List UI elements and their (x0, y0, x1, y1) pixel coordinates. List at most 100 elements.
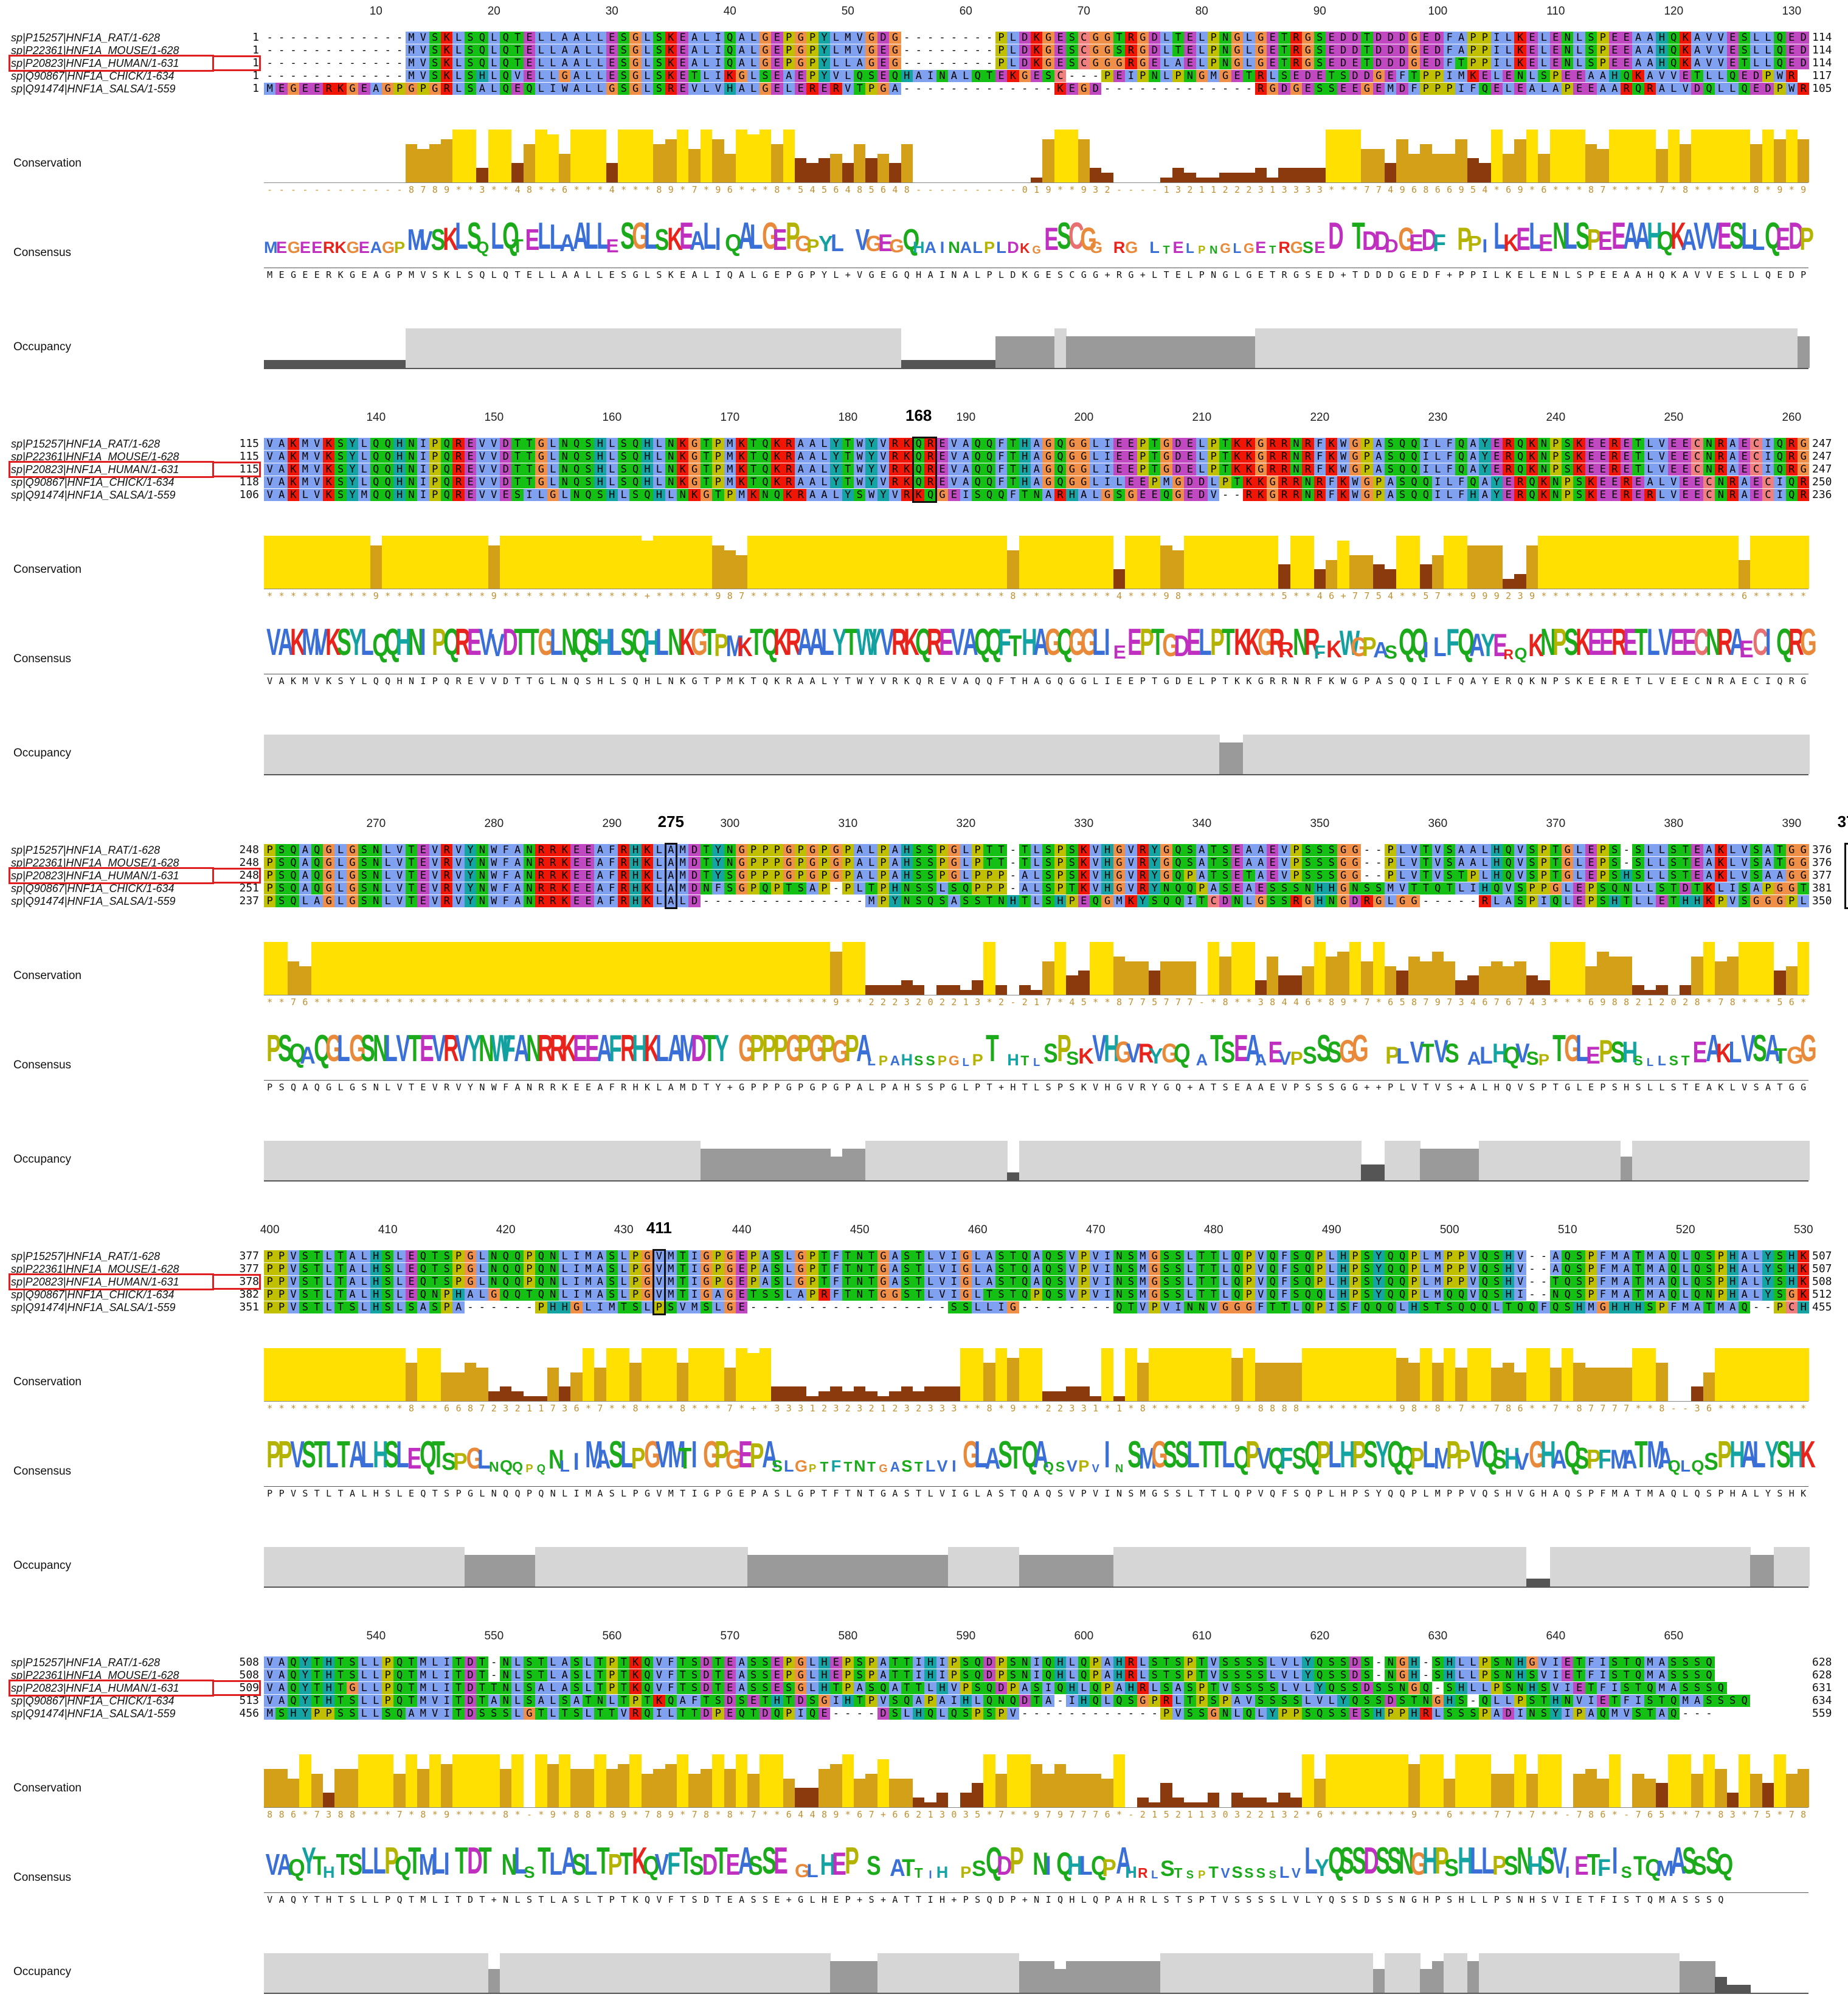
conservation-score: 3 (476, 184, 488, 195)
consensus-logo-letter: A (1635, 218, 1642, 255)
residue: A (913, 70, 924, 82)
residue: D (1337, 32, 1349, 44)
residue: S (1314, 57, 1326, 69)
consensus-residue: M (406, 269, 417, 280)
residue: E (1680, 70, 1691, 82)
residue: - (299, 32, 311, 44)
residue: G (889, 44, 901, 57)
conservation-score: - (1125, 184, 1137, 195)
residue: E (1550, 32, 1562, 44)
consensus-logo-letter: H (1647, 218, 1653, 255)
residue: S (465, 57, 476, 69)
conservation-score: 8 (429, 184, 441, 195)
sequence-name[interactable]: sp|Q91474|HNF1A_SALSA/1-559 (11, 83, 212, 95)
occupancy-label: Occupancy (13, 341, 71, 354)
conservation-bar (665, 139, 677, 182)
residue: - (1031, 83, 1042, 95)
occupancy-bar (1042, 336, 1054, 368)
residue: T (1739, 57, 1750, 69)
occupancy-bar (1727, 328, 1739, 368)
residue: L (1538, 83, 1549, 95)
residue: A (570, 44, 582, 57)
residue: G (1090, 44, 1101, 57)
consensus-label: Consensus (13, 246, 71, 260)
residue: S (429, 57, 441, 69)
residue: C (1054, 70, 1066, 82)
consensus-residue: N (948, 269, 960, 280)
residue: D (1798, 44, 1809, 57)
residue: E (1479, 70, 1490, 82)
residue: L (1668, 83, 1680, 95)
occupancy-bar (842, 328, 854, 368)
residue: G (1090, 57, 1101, 69)
consensus-residue: E (1314, 269, 1326, 280)
consensus-residue: G (760, 269, 771, 280)
residue: L (452, 70, 464, 82)
residue: V (311, 438, 323, 450)
consensus-logo-letter: M (264, 239, 275, 255)
occupancy-track (264, 316, 1808, 368)
residue: - (960, 44, 972, 57)
residue: S (618, 83, 629, 95)
conservation-score: 4 (1385, 184, 1396, 195)
residue: K (1054, 83, 1066, 95)
residue: M (406, 44, 417, 57)
conservation-score: 9 (441, 184, 452, 195)
consensus-residue: D (1007, 269, 1019, 280)
occupancy-bar (1219, 336, 1231, 368)
residue: G (1042, 57, 1054, 69)
occupancy-bar (570, 328, 583, 368)
consensus-logo-letter: T (1352, 218, 1358, 255)
conservation-score: + (547, 184, 559, 195)
sequence-name[interactable]: sp|Q90867|HNF1A_CHICK/1-634 (11, 70, 212, 82)
residue: T (983, 70, 995, 82)
sequence-name[interactable]: sp|P22361|HNF1A_MOUSE/1-628 (11, 44, 212, 57)
residue: G (760, 44, 771, 57)
residue: L (1007, 44, 1019, 57)
residue: L (642, 70, 653, 82)
residue: - (299, 70, 311, 82)
consensus-logo-letter: L (1231, 241, 1243, 255)
residue: Q (972, 70, 983, 82)
residue: - (936, 44, 948, 57)
consensus-logo-letter: L (1564, 218, 1571, 255)
residue: - (275, 57, 287, 69)
consensus-logo-letter: S (1302, 239, 1313, 255)
residue: T (1278, 32, 1290, 44)
consensus-residue: L (583, 269, 594, 280)
occupancy-bar (606, 328, 618, 368)
sequence-name[interactable]: sp|P15257|HNF1A_RAT/1-628 (11, 438, 212, 450)
residue: E (1727, 32, 1739, 44)
residue: D (1432, 32, 1444, 44)
consensus-logo-letter: K (1503, 231, 1514, 255)
occupancy-bar (1101, 336, 1113, 368)
residue: M (1455, 70, 1467, 82)
occupancy-bar (465, 328, 477, 368)
consensus-logo-letter: S (620, 218, 627, 255)
residue: P (1774, 83, 1785, 95)
conservation-bar (688, 149, 700, 182)
conservation-bar (417, 149, 429, 182)
sequence-name[interactable]: sp|P15257|HNF1A_RAT/1-628 (11, 32, 212, 44)
consensus-residue: G (889, 269, 901, 280)
alignment-block: 102030405060708090100110120130 sp|P15257|… (0, 0, 1848, 389)
consensus-logo-letter: E (1314, 239, 1326, 255)
conservation-bar (1231, 173, 1243, 182)
highlighted-sequence-name[interactable]: sp|P20823|HNF1A_HUMAN/1-631 (11, 57, 212, 69)
conservation-bar (806, 163, 818, 182)
conservation-score: 4 (842, 184, 854, 195)
residue: I (1491, 32, 1503, 44)
consensus-logo-letter: A (573, 218, 580, 255)
residue: - (1137, 83, 1149, 95)
residue: E (1054, 32, 1066, 44)
occupancy-bar (1750, 328, 1762, 368)
residue: - (948, 32, 960, 44)
residue: M (406, 32, 417, 44)
